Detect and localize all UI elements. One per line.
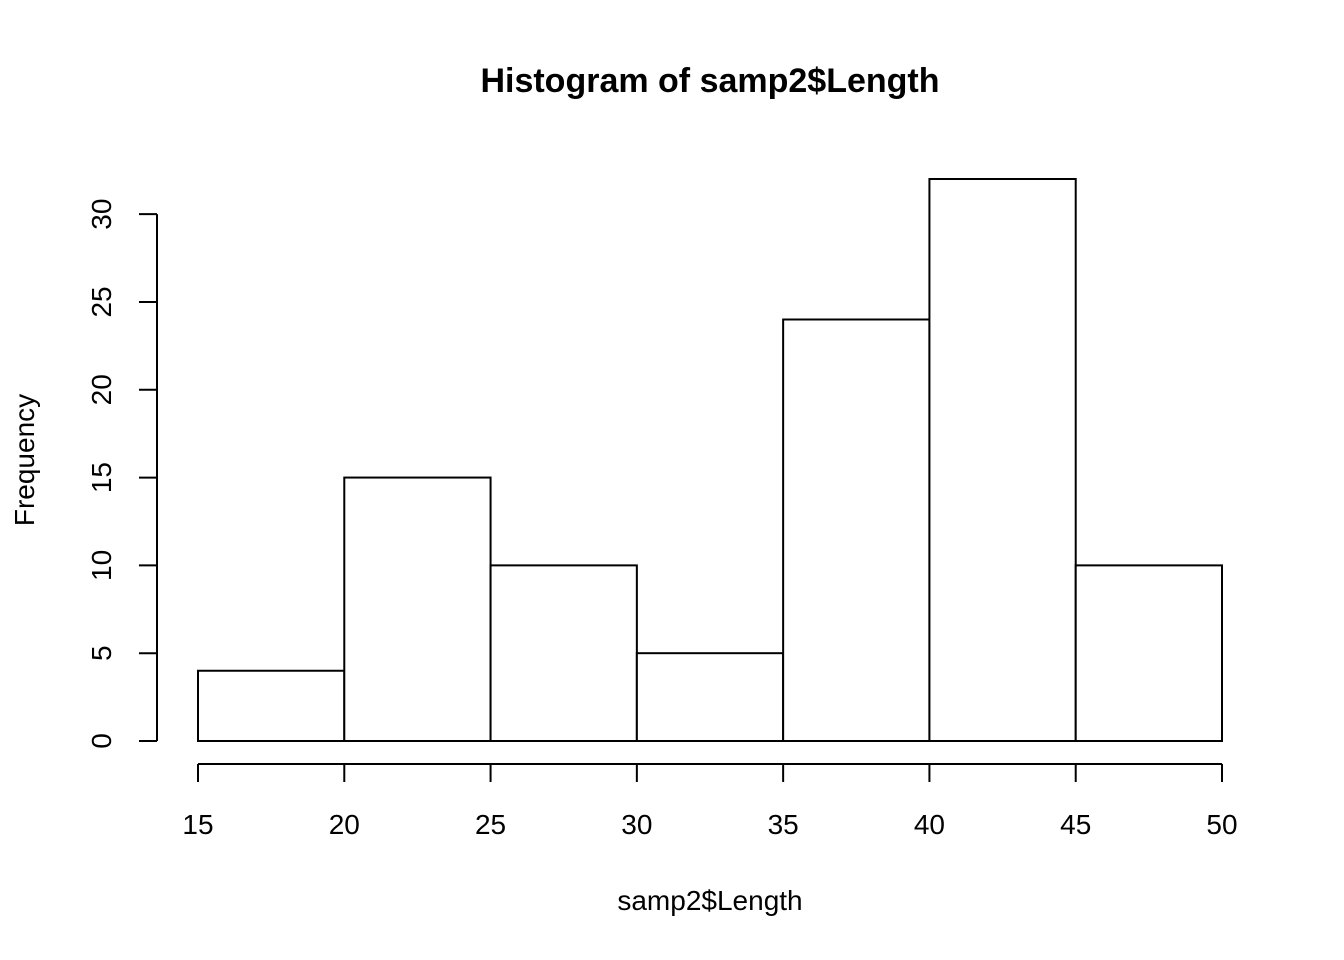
histogram-bar-6 <box>1074 564 1223 742</box>
y-axis: 0 5 10 15 20 25 30 <box>86 199 158 749</box>
chart-title: Histogram of samp2$Length <box>480 62 939 100</box>
histogram-bar-5 <box>928 178 1077 742</box>
y-tick-label-10: 10 <box>86 550 117 581</box>
x-tick-label-20: 20 <box>329 809 360 840</box>
x-tick-label-50: 50 <box>1206 809 1237 840</box>
x-tick-label-30: 30 <box>621 809 652 840</box>
x-axis-label: samp2$Length <box>617 885 802 916</box>
y-axis-label: Frequency <box>9 394 40 526</box>
y-tick-label-30: 30 <box>86 199 117 230</box>
histogram-bar-3 <box>635 652 785 742</box>
histogram-bar-4 <box>782 318 931 742</box>
x-tick-label-45: 45 <box>1060 809 1091 840</box>
x-tick-label-40: 40 <box>914 809 945 840</box>
y-tick-label-20: 20 <box>86 374 117 405</box>
x-ticks: 15 20 25 30 35 40 45 50 <box>182 764 1238 840</box>
x-tick-label-25: 25 <box>475 809 506 840</box>
x-tick-label-15: 15 <box>182 809 213 840</box>
y-tick-label-0: 0 <box>86 733 117 749</box>
histogram-bar-2 <box>489 564 638 742</box>
histogram-bar-0 <box>197 669 346 742</box>
x-tick-label-35: 35 <box>768 809 799 840</box>
x-axis: 15 20 25 30 35 40 45 50 <box>182 763 1238 840</box>
y-tick-label-15: 15 <box>86 462 117 493</box>
y-ticks: 0 5 10 15 20 25 30 <box>86 199 157 749</box>
histogram-bar-1 <box>343 476 492 742</box>
y-tick-label-25: 25 <box>86 286 117 317</box>
bars-group <box>197 178 1223 742</box>
y-tick-label-5: 5 <box>86 645 117 661</box>
